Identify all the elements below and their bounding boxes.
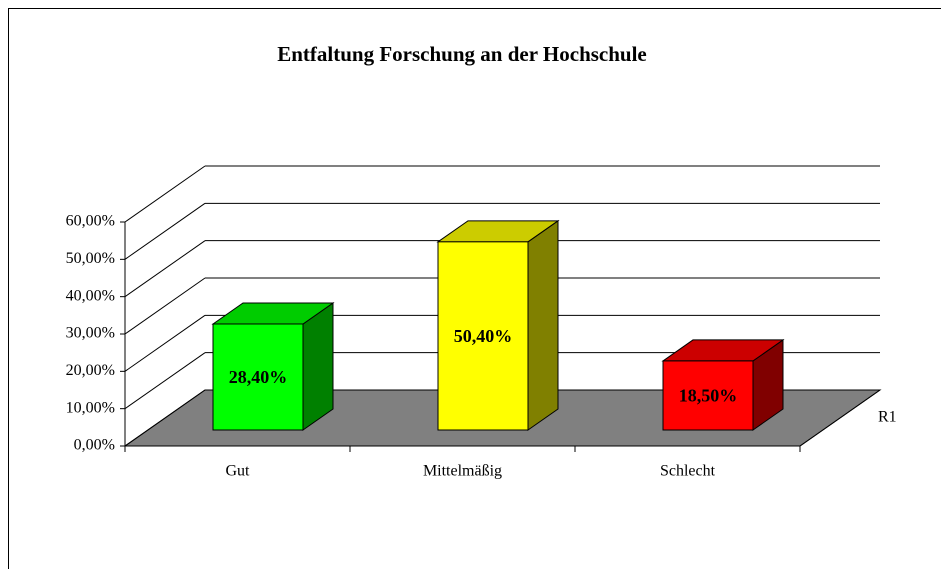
y-tick-label: 40,00%: [66, 287, 115, 304]
y-tick-label: 20,00%: [66, 362, 115, 379]
y-tick-label: 10,00%: [66, 399, 115, 416]
y-tick-label: 30,00%: [66, 325, 115, 342]
value-label: 18,50%: [679, 386, 738, 406]
depth-axis: [799, 389, 881, 447]
x-tick-label: Schlecht: [660, 463, 716, 480]
wall-grid-line: [124, 202, 206, 260]
series-label: R1: [878, 409, 897, 426]
wall-grid-line: [124, 240, 206, 298]
x-tick-label: Gut: [226, 463, 251, 480]
bar: [212, 323, 304, 431]
bar-side: [302, 302, 334, 431]
wall-grid-line: [124, 165, 206, 223]
chart-title: Entfaltung Forschung an der Hochschule: [277, 42, 647, 66]
value-label: 28,40%: [229, 367, 288, 387]
wall-grid-line: [124, 389, 206, 447]
wall-grid-line: [124, 277, 206, 335]
y-tick-label: 0,00%: [74, 437, 115, 454]
x-tick-label: Mittelmäßig: [423, 463, 502, 480]
wall-grid-line: [124, 352, 206, 410]
bar: [437, 241, 529, 431]
value-label: 50,40%: [454, 326, 513, 346]
bar: [662, 360, 754, 431]
y-tick-label: 60,00%: [66, 213, 115, 230]
wall-grid-line: [124, 314, 206, 372]
bar-side: [527, 219, 559, 431]
y-tick-label: 50,00%: [66, 250, 115, 267]
